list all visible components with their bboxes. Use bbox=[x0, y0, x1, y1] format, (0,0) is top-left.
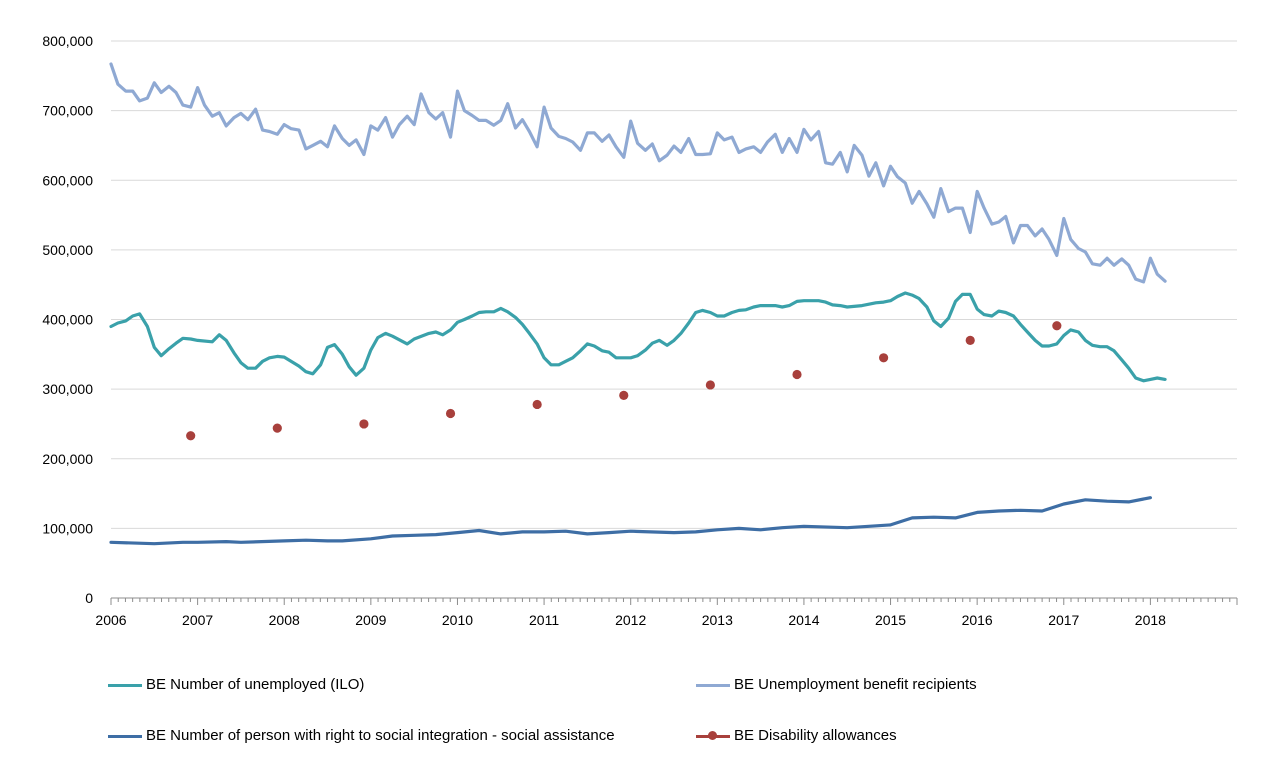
x-tick-label: 2006 bbox=[95, 612, 126, 628]
legend-dot-disability bbox=[708, 730, 717, 740]
x-tick-label: 2007 bbox=[182, 612, 213, 628]
y-tick-label: 800,000 bbox=[42, 33, 93, 49]
data-point-disability bbox=[879, 353, 889, 363]
x-tick-label: 2011 bbox=[529, 612, 559, 628]
x-tick-label: 2015 bbox=[875, 612, 906, 628]
y-tick-label: 500,000 bbox=[42, 242, 93, 258]
x-tick-label: 2017 bbox=[1048, 612, 1079, 628]
data-point-disability bbox=[272, 423, 282, 433]
legend-swatch-disability bbox=[696, 729, 730, 743]
data-point-disability bbox=[186, 431, 196, 441]
data-point-disability bbox=[532, 399, 542, 410]
x-tick-label: 2018 bbox=[1135, 612, 1166, 628]
x-tick-label: 2012 bbox=[615, 612, 646, 628]
legend-line-unemployed bbox=[108, 683, 142, 687]
legend-item-benefit: BE Unemployment benefit recipients bbox=[696, 676, 977, 693]
series-layer bbox=[109, 62, 1167, 546]
data-point-disability bbox=[619, 390, 629, 400]
legend-item-unemployed: BE Number of unemployed (ILO) bbox=[108, 676, 364, 693]
series-line-benefit bbox=[109, 62, 1167, 284]
x-tick-label: 2016 bbox=[962, 612, 993, 628]
legend-line-social bbox=[108, 734, 142, 738]
x-tick-label: 2010 bbox=[442, 612, 473, 628]
legend-swatch-benefit bbox=[696, 678, 730, 692]
legend-item-disability: BE Disability allowances bbox=[696, 727, 897, 744]
legend-label-benefit: BE Unemployment benefit recipients bbox=[734, 676, 977, 693]
legend-swatch-unemployed bbox=[108, 678, 142, 692]
data-point-disability bbox=[792, 369, 802, 380]
x-tick-label: 2008 bbox=[269, 612, 300, 628]
data-point-disability bbox=[359, 419, 369, 429]
x-tick-label: 2009 bbox=[355, 612, 386, 628]
x-tick-label: 2014 bbox=[788, 612, 819, 628]
legend-line-benefit bbox=[696, 683, 730, 687]
legend-label-social: BE Number of person with right to social… bbox=[146, 727, 615, 744]
legend-swatch-social bbox=[108, 729, 142, 743]
y-tick-label: 400,000 bbox=[42, 312, 93, 328]
y-tick-label: 0 bbox=[85, 590, 93, 606]
y-tick-label: 100,000 bbox=[42, 520, 93, 536]
y-tick-label: 600,000 bbox=[42, 172, 93, 188]
axes: 0 100,000 200,000 300,000 400,000 500,000 600,… bbox=[42, 33, 1238, 628]
series-line-unemployed bbox=[109, 291, 1167, 383]
legend-label-disability: BE Disability allowances bbox=[734, 727, 897, 744]
data-point-disability bbox=[445, 408, 456, 419]
legend-item-social: BE Number of person with right to social… bbox=[108, 727, 615, 744]
x-tick-label: 2013 bbox=[702, 612, 733, 628]
data-point-disability bbox=[705, 380, 715, 390]
data-point-disability bbox=[965, 335, 975, 345]
series-line-social bbox=[109, 496, 1153, 546]
y-tick-label: 200,000 bbox=[42, 451, 93, 467]
data-point-disability bbox=[1052, 321, 1062, 331]
legend-label-unemployed: BE Number of unemployed (ILO) bbox=[146, 676, 365, 693]
y-tick-label: 700,000 bbox=[42, 103, 93, 119]
y-tick-label: 300,000 bbox=[42, 381, 93, 397]
gridlines bbox=[111, 40, 1237, 529]
